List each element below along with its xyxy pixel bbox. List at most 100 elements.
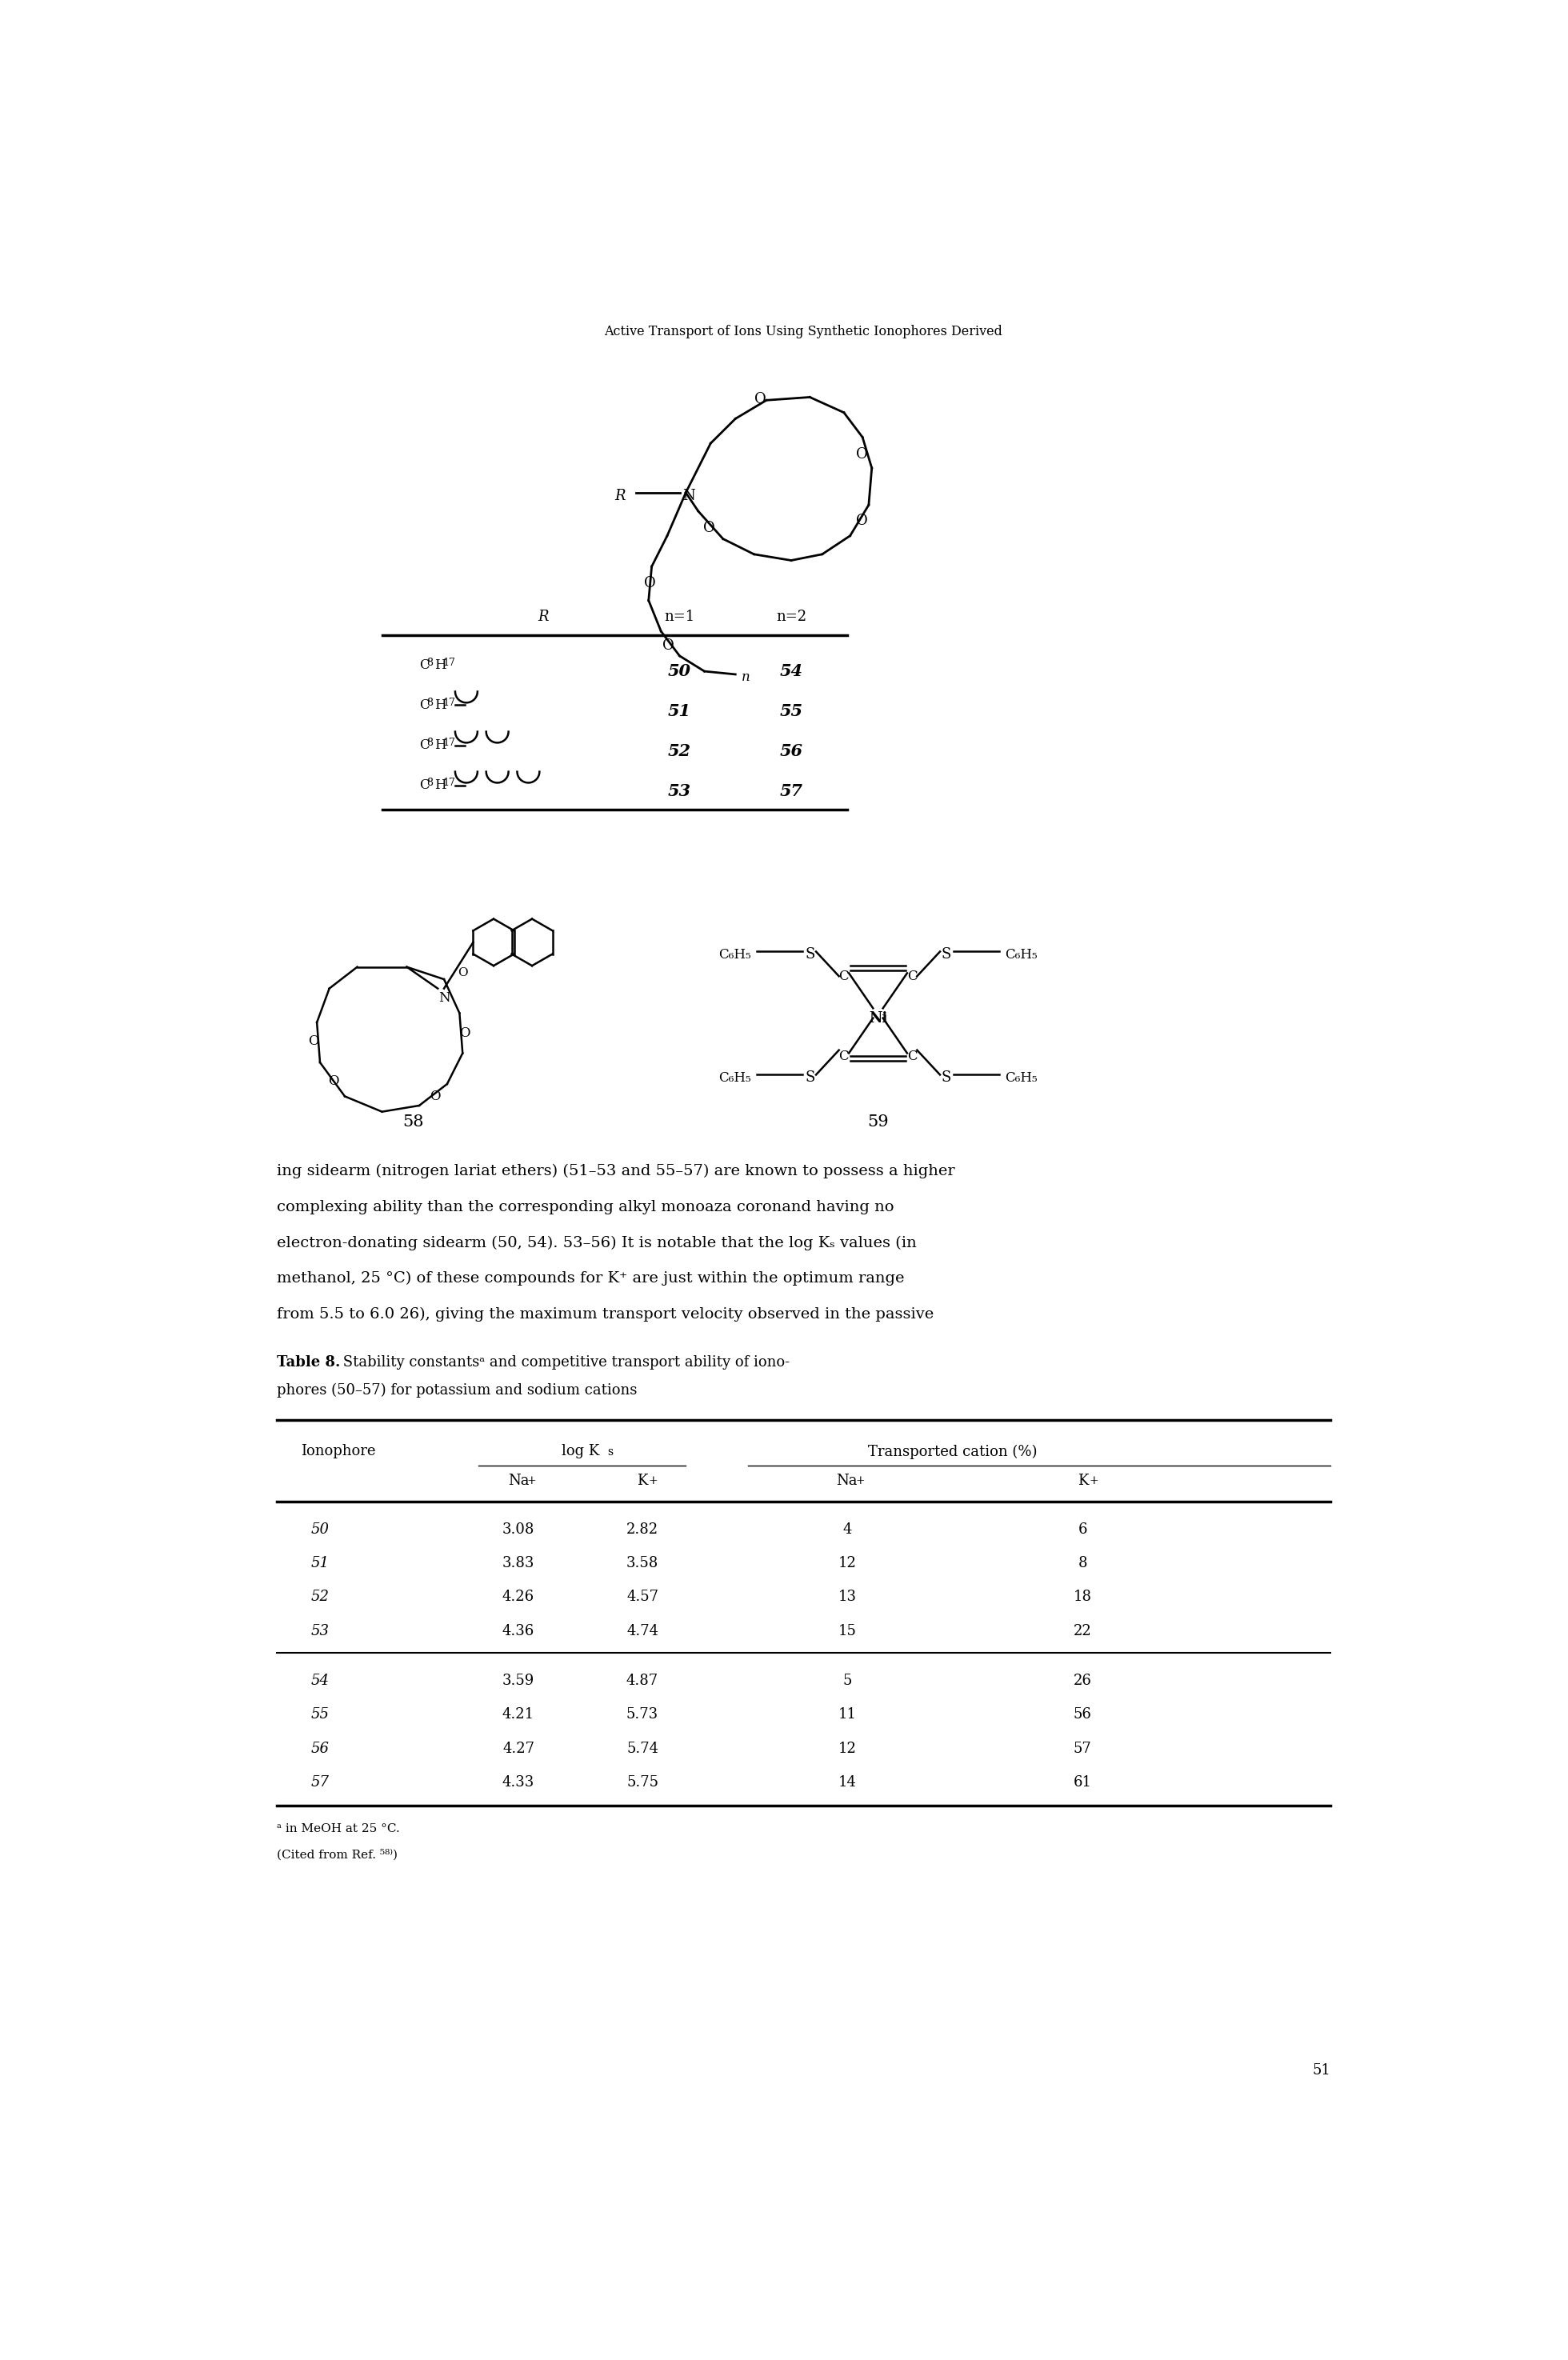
Text: 53: 53 <box>668 784 691 800</box>
Text: O: O <box>458 968 467 979</box>
Text: 57: 57 <box>1074 1742 1091 1756</box>
Text: 17: 17 <box>442 699 455 708</box>
Text: C: C <box>419 779 430 793</box>
Text: log K: log K <box>561 1444 599 1458</box>
Text: H: H <box>434 699 445 713</box>
Text: O: O <box>459 1027 470 1041</box>
Text: n=1: n=1 <box>665 609 695 623</box>
Text: 4.27: 4.27 <box>502 1742 535 1756</box>
Text: S: S <box>804 1071 815 1086</box>
Text: 61: 61 <box>1074 1775 1091 1789</box>
Text: K: K <box>1077 1475 1088 1489</box>
Text: 17: 17 <box>442 776 455 788</box>
Text: C₆H₅: C₆H₅ <box>1005 949 1038 961</box>
Text: 18: 18 <box>1074 1591 1091 1605</box>
Text: H: H <box>434 739 445 753</box>
Text: S: S <box>804 946 815 963</box>
Text: 2.82: 2.82 <box>626 1522 659 1536</box>
Text: 55: 55 <box>779 703 803 720</box>
Text: +: + <box>1088 1475 1098 1487</box>
Text: +: + <box>856 1475 866 1487</box>
Text: 57: 57 <box>779 784 803 800</box>
Text: 5.73: 5.73 <box>626 1709 659 1723</box>
Text: O: O <box>856 514 867 529</box>
Text: 26: 26 <box>1074 1673 1091 1687</box>
Text: n: n <box>742 670 750 684</box>
Text: 22: 22 <box>1074 1624 1091 1638</box>
Text: (Cited from Ref. ⁵⁸⁾): (Cited from Ref. ⁵⁸⁾) <box>276 1850 397 1860</box>
Text: H: H <box>434 779 445 793</box>
Text: Na: Na <box>508 1475 528 1489</box>
Text: C: C <box>906 1050 917 1062</box>
Text: O: O <box>328 1074 339 1088</box>
Text: Active Transport of Ions Using Synthetic Ionophores Derived: Active Transport of Ions Using Synthetic… <box>604 326 1004 340</box>
Text: 6: 6 <box>1079 1522 1087 1536</box>
Text: 4: 4 <box>842 1522 851 1536</box>
Text: 15: 15 <box>837 1624 856 1638</box>
Text: S: S <box>941 946 952 963</box>
Text: R: R <box>538 609 549 623</box>
Text: 51: 51 <box>1312 2063 1331 2077</box>
Text: 53: 53 <box>310 1624 329 1638</box>
Text: 14: 14 <box>837 1775 856 1789</box>
Text: 11: 11 <box>837 1709 856 1723</box>
Text: O: O <box>663 637 674 654</box>
Text: O: O <box>309 1034 320 1048</box>
Text: 4.21: 4.21 <box>502 1709 535 1723</box>
Text: 4.74: 4.74 <box>626 1624 659 1638</box>
Text: C: C <box>839 970 848 984</box>
Text: 56: 56 <box>1074 1709 1091 1723</box>
Text: C: C <box>419 699 430 713</box>
Text: 57: 57 <box>310 1775 329 1789</box>
Text: ing sidearm (nitrogen lariat ethers) (51–53 and 55–57) are known to possess a hi: ing sidearm (nitrogen lariat ethers) (51… <box>276 1163 955 1178</box>
Text: 59: 59 <box>867 1114 889 1130</box>
Text: N: N <box>682 489 695 503</box>
Text: Na: Na <box>836 1475 858 1489</box>
Text: 54: 54 <box>310 1673 329 1687</box>
Text: 8: 8 <box>426 739 433 748</box>
Text: Stability constantsᵃ and competitive transport ability of iono-: Stability constantsᵃ and competitive tra… <box>339 1355 790 1369</box>
Text: H: H <box>434 658 445 673</box>
Text: 13: 13 <box>837 1591 856 1605</box>
Text: methanol, 25 °C) of these compounds for K⁺ are just within the optimum range: methanol, 25 °C) of these compounds for … <box>276 1272 905 1286</box>
Text: +: + <box>527 1475 536 1487</box>
Text: C₆H₅: C₆H₅ <box>1005 1071 1038 1086</box>
Text: 56: 56 <box>779 743 803 760</box>
Text: R: R <box>615 489 626 503</box>
Text: Ni: Ni <box>869 1010 887 1024</box>
Text: 4.33: 4.33 <box>502 1775 535 1789</box>
Text: 51: 51 <box>310 1555 329 1569</box>
Text: s: s <box>607 1447 613 1458</box>
Text: 52: 52 <box>668 743 691 760</box>
Text: 12: 12 <box>837 1742 856 1756</box>
Text: 5.74: 5.74 <box>626 1742 659 1756</box>
Text: C: C <box>839 1050 848 1062</box>
Text: 4.26: 4.26 <box>502 1591 535 1605</box>
Text: from 5.5 to 6.0 26), giving the maximum transport velocity observed in the passi: from 5.5 to 6.0 26), giving the maximum … <box>276 1307 933 1322</box>
Text: N: N <box>437 991 450 1005</box>
Text: 3.08: 3.08 <box>502 1522 535 1536</box>
Text: electron-donating sidearm (50, 54). 53–56) It is notable that the log Kₛ values : electron-donating sidearm (50, 54). 53–5… <box>276 1237 916 1251</box>
Text: 8: 8 <box>1079 1555 1087 1569</box>
Text: 3.58: 3.58 <box>626 1555 659 1569</box>
Text: 52: 52 <box>310 1591 329 1605</box>
Text: O: O <box>754 392 767 406</box>
Text: O: O <box>856 448 867 463</box>
Text: 3.59: 3.59 <box>502 1673 535 1687</box>
Text: 54: 54 <box>779 663 803 680</box>
Text: +: + <box>649 1475 659 1487</box>
Text: 56: 56 <box>310 1742 329 1756</box>
Text: 8: 8 <box>426 699 433 708</box>
Text: C₆H₅: C₆H₅ <box>718 949 751 961</box>
Text: 55: 55 <box>310 1709 329 1723</box>
Text: C: C <box>419 739 430 753</box>
Text: K: K <box>637 1475 648 1489</box>
Text: 58: 58 <box>403 1114 423 1130</box>
Text: 17: 17 <box>442 739 455 748</box>
Text: Ionophore: Ionophore <box>301 1444 376 1458</box>
Text: phores (50–57) for potassium and sodium cations: phores (50–57) for potassium and sodium … <box>276 1383 637 1397</box>
Text: 17: 17 <box>442 658 455 668</box>
Text: C: C <box>419 658 430 673</box>
Text: 3.83: 3.83 <box>502 1555 535 1569</box>
Text: ᵃ in MeOH at 25 °C.: ᵃ in MeOH at 25 °C. <box>276 1824 400 1834</box>
